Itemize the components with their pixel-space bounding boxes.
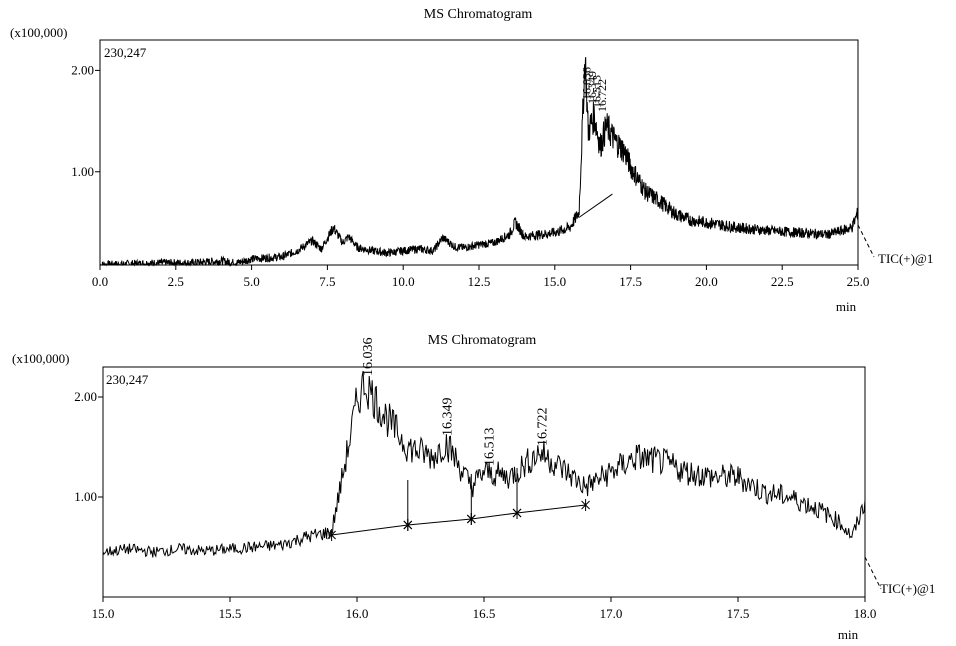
x-tick-label: 25.0 — [847, 274, 870, 289]
x-tick-label: 15.0 — [92, 606, 115, 621]
peak-label: 16.722 — [535, 408, 550, 447]
y-scale-label: (x100,000) — [10, 25, 67, 40]
trace-leader-line — [864, 556, 882, 590]
x-tick-label: 15.0 — [543, 274, 566, 289]
x-tick-label: 2.5 — [168, 274, 184, 289]
peak-label: 16.349 — [441, 398, 456, 437]
baseline-segment — [471, 512, 518, 520]
tic-trace-line — [102, 370, 866, 558]
max-intensity-label: 230,247 — [106, 372, 149, 387]
x-tick-label: 12.5 — [468, 274, 491, 289]
x-tick-label: 7.5 — [319, 274, 335, 289]
x-tick-label: 16.5 — [473, 606, 496, 621]
tic-trace-line — [99, 57, 859, 267]
x-tick-label: 10.0 — [392, 274, 415, 289]
y-tick-label: 1.00 — [74, 489, 97, 504]
x-axis-title: min — [838, 627, 859, 642]
x-tick-label: 20.0 — [695, 274, 718, 289]
chromatogram-panel-zoom: MS Chromatogram (x100,000) 230,247 TIC(+… — [12, 333, 935, 642]
y-tick-group: 1.00 2.00 — [74, 389, 103, 504]
baseline-segment — [578, 193, 613, 218]
baseline-segment — [407, 518, 472, 526]
peak-label: 16.036 — [580, 67, 594, 100]
x-tick-label: 22.5 — [771, 274, 794, 289]
peak-label: 16.036 — [361, 338, 376, 377]
baseline-segment — [331, 524, 408, 536]
trace-label: TIC(+)@1 — [880, 581, 935, 596]
peak-label-group: 16.036 16.349 16.513 16.722 — [361, 338, 550, 467]
chart-title: MS Chromatogram — [424, 7, 533, 22]
x-tick-label: 15.5 — [219, 606, 242, 621]
y-tick-label: 2.00 — [71, 62, 94, 77]
peak-label: 16.722 — [595, 79, 609, 112]
x-tick-label: 5.0 — [243, 274, 259, 289]
peak-label: 16.513 — [590, 75, 604, 108]
x-tick-label: 17.0 — [600, 606, 623, 621]
x-tick-label: 0.0 — [92, 274, 108, 289]
chart-title: MS Chromatogram — [428, 333, 537, 348]
x-tick-group: 15.0 15.5 16.0 16.5 17.0 17.5 18.0 — [92, 597, 877, 621]
x-tick-label: 18.0 — [854, 606, 877, 621]
chromatogram-panel-full: MS Chromatogram (x100,000) 230,247 TIC(+… — [10, 7, 933, 314]
max-intensity-label: 230,247 — [104, 45, 147, 60]
trace-leader-line — [857, 224, 875, 258]
y-tick-group: 1.00 2.00 — [71, 62, 100, 179]
series-group — [99, 57, 875, 267]
y-tick-label: 1.00 — [71, 164, 94, 179]
peak-label: 16.513 — [482, 428, 497, 467]
integration-marker — [581, 499, 590, 511]
y-tick-label: 2.00 — [74, 389, 97, 404]
baseline-group — [327, 468, 590, 541]
x-axis-title: min — [836, 299, 857, 314]
peak-label: 16.349 — [585, 71, 599, 104]
x-tick-label: 16.0 — [346, 606, 369, 621]
x-tick-label: 17.5 — [727, 606, 750, 621]
y-scale-label: (x100,000) — [12, 351, 69, 366]
plot-frame — [102, 366, 866, 598]
baseline-segment — [516, 504, 586, 514]
trace-label: TIC(+)@1 — [878, 251, 933, 266]
x-tick-group: 0.0 2.5 5.0 7.5 10.0 12.5 15.0 17.5 20.0 22.5 25.0 — [92, 265, 870, 289]
x-tick-label: 17.5 — [619, 274, 642, 289]
series-group — [102, 370, 882, 590]
